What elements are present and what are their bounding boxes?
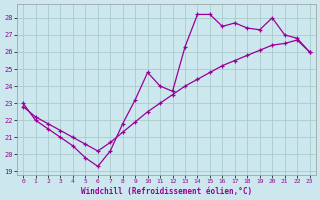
X-axis label: Windchill (Refroidissement éolien,°C): Windchill (Refroidissement éolien,°C) bbox=[81, 187, 252, 196]
